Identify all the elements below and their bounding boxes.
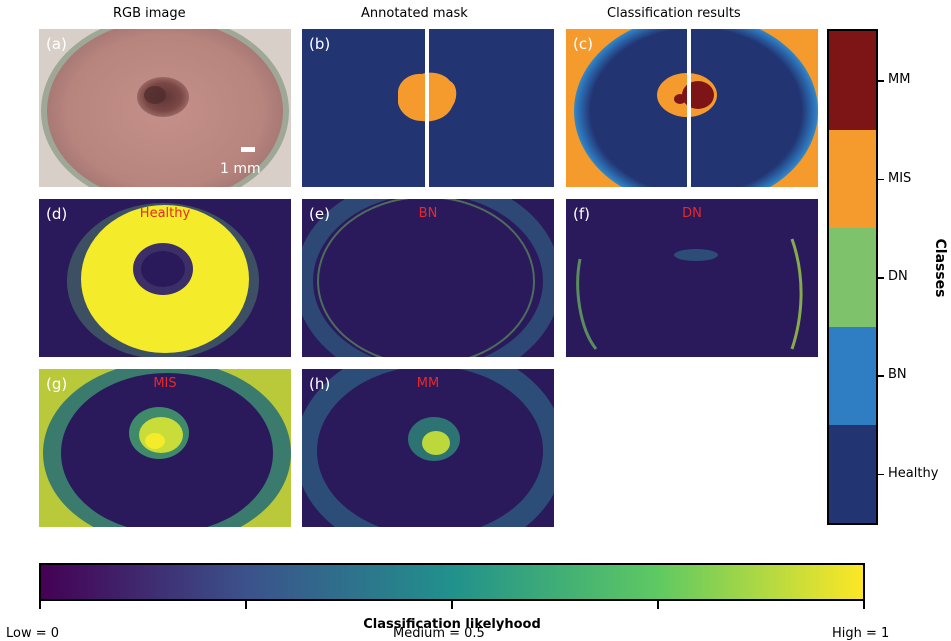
class-colorbar [827,29,878,525]
panel-label: (a) [46,35,67,53]
panel-a-rgb-image: (a) 1 mm [39,29,291,187]
tick-label-mid: Medium = 0.5 [393,626,485,641]
class-tick [878,473,884,476]
panel-label: (h) [309,375,331,393]
panel-e-bn: (e) BN [302,199,554,357]
panel-label: (b) [309,35,331,53]
panel-label: (c) [573,35,593,53]
tick-label-high: High = 1 [832,626,890,641]
class-tick [878,277,884,279]
column-title-classification: Classification results [607,6,741,21]
scale-label: 1 mm [220,161,261,177]
class-label-mm: MM [888,72,911,88]
class-band-bn [829,326,876,426]
likelihood-tick [657,601,659,609]
panel-d-healthy: (d) Healthy [39,199,291,357]
panel-title: MIS [153,376,177,391]
column-title-mask: Annotated mask [361,6,468,21]
class-tick [878,178,884,181]
class-tick [878,375,884,377]
panel-label: (g) [46,375,68,393]
class-label-healthy: Healthy [888,465,939,481]
likelihood-colorbar-title: Classification likelyhood [363,617,541,632]
panel-title: Healthy [139,206,191,221]
class-colorbar-title: Classes [932,238,948,298]
panel-g-mis: (g) MIS [39,369,291,527]
panel-title: BN [418,206,438,221]
likelihood-colorbar [39,563,865,601]
panel-f-dn: (f) DN [566,199,818,357]
scale-bar [241,147,255,152]
class-band-healthy [829,424,876,524]
panel-title: MM [416,376,440,391]
likelihood-tick [245,601,247,609]
likelihood-tick [863,601,865,609]
class-label-bn: BN [888,367,907,383]
panel-b-annotated-mask: (b) [302,29,554,187]
panel-h-mm: (h) MM [302,369,554,527]
class-tick [878,80,884,82]
panel-label: (e) [309,205,330,223]
likelihood-tick [39,601,41,609]
class-label-dn: DN [888,269,908,284]
tick-label-low: Low = 0 [6,626,60,641]
panel-label: (f) [573,205,590,223]
panel-c-classification-results: (c) [566,29,818,187]
column-title-rgb: RGB image [113,6,186,21]
class-band-dn [829,227,876,327]
class-band-mis [829,129,876,229]
likelihood-tick [451,601,453,609]
panel-label: (d) [46,205,68,223]
class-label-mis: MIS [888,170,912,186]
panel-title: DN [682,206,702,221]
class-band-mm [829,31,876,130]
